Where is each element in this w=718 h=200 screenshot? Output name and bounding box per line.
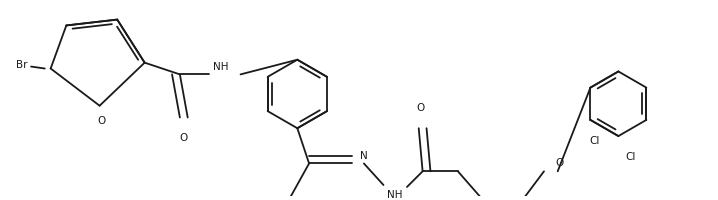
Text: O: O	[180, 133, 188, 143]
Text: NH: NH	[388, 190, 403, 200]
Text: Cl: Cl	[589, 136, 600, 146]
Text: NH: NH	[213, 62, 228, 72]
Text: N: N	[360, 151, 368, 161]
Text: Br: Br	[16, 60, 27, 70]
Text: O: O	[416, 103, 425, 113]
Text: Cl: Cl	[625, 152, 635, 162]
Text: O: O	[556, 158, 564, 168]
Text: O: O	[98, 116, 106, 126]
